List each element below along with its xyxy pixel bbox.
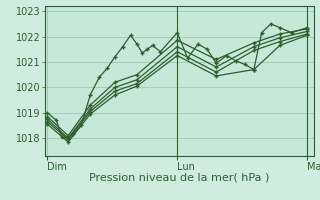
X-axis label: Pression niveau de la mer( hPa ): Pression niveau de la mer( hPa ) — [89, 173, 269, 183]
